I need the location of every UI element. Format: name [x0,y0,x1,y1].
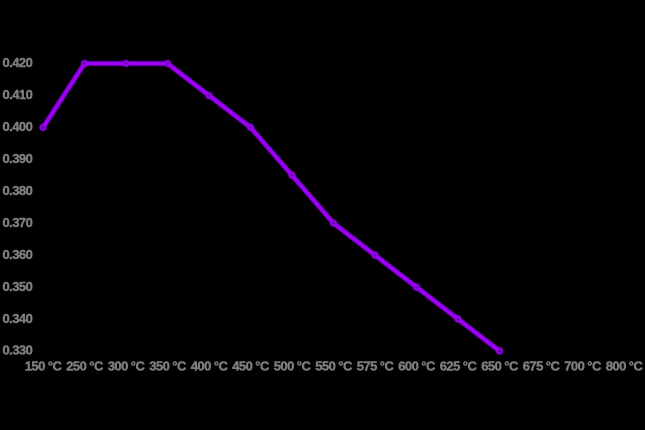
svg-text:300 °C: 300 °C [108,359,146,374]
svg-text:550 °C: 550 °C [315,359,353,374]
svg-text:400 °C: 400 °C [191,359,229,374]
svg-text:450 °C: 450 °C [232,359,270,374]
svg-text:650 °C: 650 °C [481,359,519,374]
svg-text:600 °C: 600 °C [398,359,436,374]
svg-text:675 °C: 675 °C [523,359,561,374]
svg-text:0.360: 0.360 [3,247,33,262]
svg-text:575 °C: 575 °C [357,359,395,374]
svg-text:150 °C: 150 °C [25,359,63,374]
svg-text:500 °C: 500 °C [274,359,312,374]
svg-text:0.380: 0.380 [3,183,33,198]
svg-text:0.350: 0.350 [3,279,33,294]
svg-text:350 °C: 350 °C [149,359,187,374]
svg-text:0.330: 0.330 [3,343,33,358]
svg-text:0.390: 0.390 [3,151,33,166]
svg-text:0.340: 0.340 [3,311,33,326]
svg-text:0.370: 0.370 [3,215,33,230]
svg-text:800 °C: 800 °C [606,359,644,374]
svg-text:625 °C: 625 °C [440,359,478,374]
svg-text:0.420: 0.420 [3,55,33,70]
svg-text:700 °C: 700 °C [564,359,602,374]
svg-text:0.400: 0.400 [3,119,33,134]
svg-text:0.410: 0.410 [3,87,33,102]
svg-text:250 °C: 250 °C [66,359,104,374]
